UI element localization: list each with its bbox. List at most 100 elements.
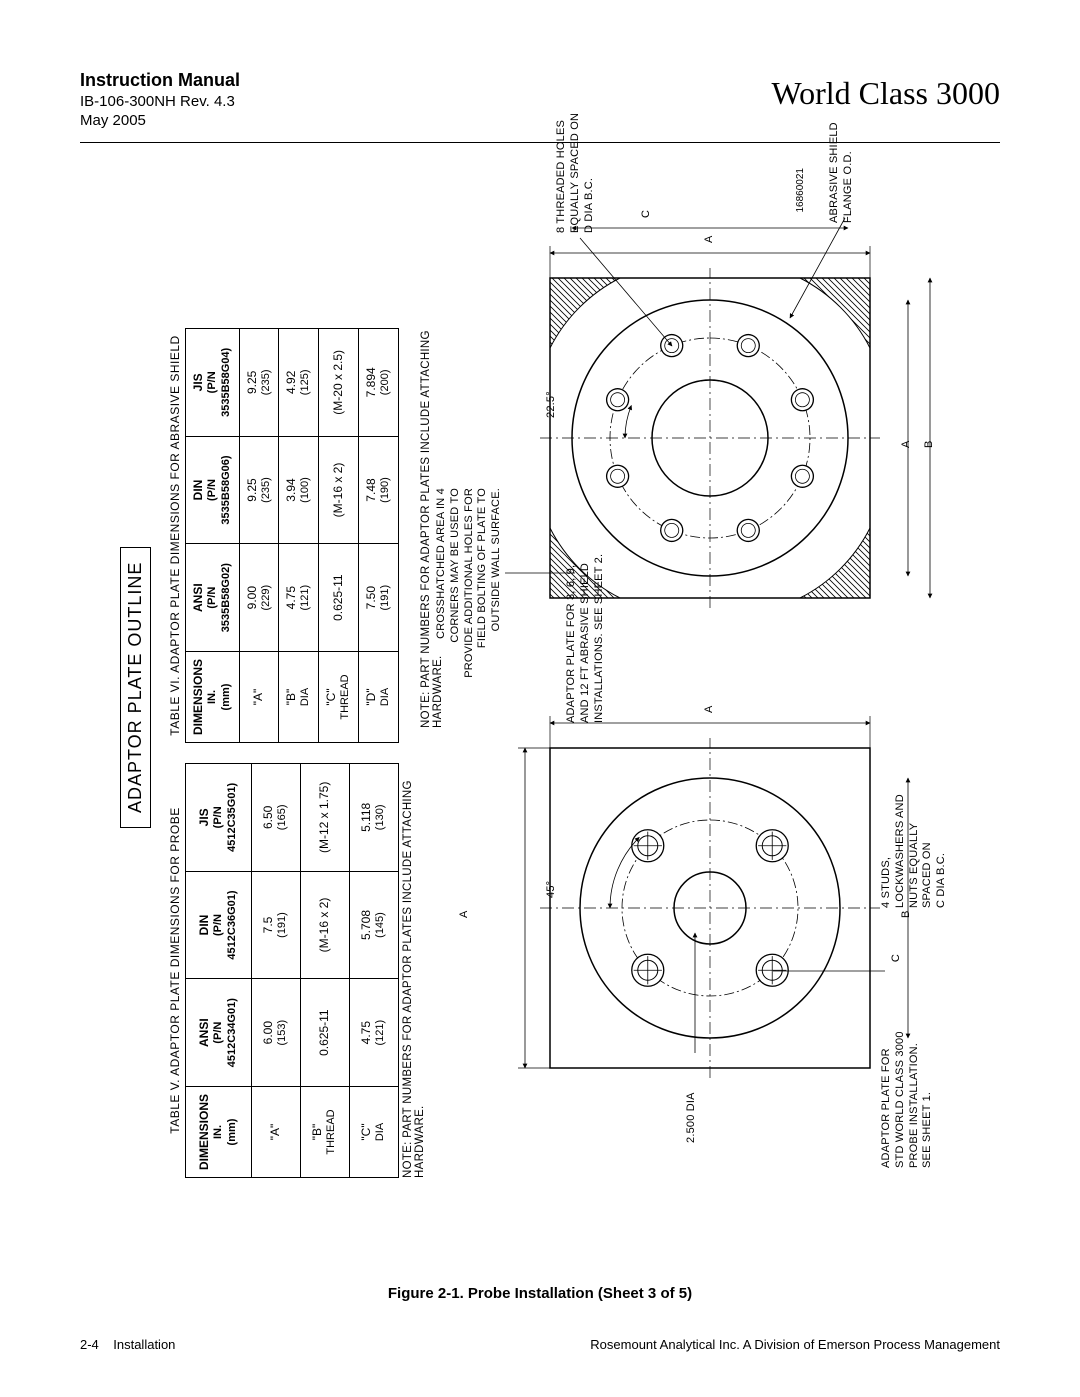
c: 6.00 [261,1021,275,1044]
c: 0.625-11 [331,574,345,620]
th-ansi-pn: (P/N 3535B58G02) [206,551,234,644]
th-jis: JIS (P/N 3535B58G04) [186,329,240,437]
footer-left: 2-4 Installation [80,1337,175,1352]
th-ansi-t: ANSI [191,583,205,612]
doc-id: IB-106-300NH Rev. 4.3 [80,93,240,110]
th-dim: DIMENSIONS IN. (mm) [186,651,240,742]
table-row: "B"THREAD 0.625-11 (M-16 x 2) (M-12 x 1.… [300,764,349,1178]
outline-title: ADAPTOR PLATE OUTLINE [120,547,151,828]
c: (235) [260,336,274,429]
note-left: NOTE: PART NUMBERS FOR ADAPTOR PLATES IN… [402,778,426,1178]
footer-right: Rosemount Analytical Inc. A Division of … [590,1337,1000,1352]
th-din-pn: (P/N 4512C36G01) [212,879,240,972]
page-num: 2-4 [80,1337,99,1352]
c: (125) [299,336,313,429]
table-shield-caption: TABLE VI. ADAPTOR PLATE DIMENSIONS FOR A… [168,328,185,743]
c: "B" [310,1124,324,1141]
dim-b-right: B [923,440,937,448]
th-dim-s1: IN. [212,1094,226,1170]
c: (191) [379,551,393,644]
c: (121) [374,986,388,1079]
c: DIA [374,1094,388,1170]
c: 7.50 [364,586,378,609]
th-dim: DIMENSIONS IN. (mm) [186,1086,252,1177]
c-callout: C [890,933,904,983]
th-dim-t: DIMENSIONS [197,1094,211,1170]
c: 7.894 [364,367,378,397]
left-plate-label: ADAPTOR PLATE FOR STD WORLD CLASS 3000 P… [880,1031,935,1168]
right-diagram [505,218,930,608]
c: 7.5 [261,917,275,934]
c: (235) [260,444,274,537]
c: 3.94 [284,478,298,501]
c: 6.50 [261,806,275,829]
drawing-number: 16860021 [795,168,806,213]
c: DIA [379,659,393,735]
header-rule [80,142,1000,143]
table-row: "C"DIA 4.75(121) 5.708(145) 5.118(130) [349,764,398,1178]
table-probe: TABLE V. ADAPTOR PLATE DIMENSIONS FOR PR… [168,763,399,1178]
c: THREAD [325,1094,339,1170]
section-name: Installation [113,1337,175,1352]
th-din: DIN (P/N 4512C36G01) [186,871,252,979]
c: "C" [324,688,338,705]
c: (M-16 x 2) [331,463,345,518]
c: (100) [299,444,313,537]
c: (200) [379,336,393,429]
th-ansi: ANSI (P/N 4512C34G01) [186,979,252,1087]
dia-2500: 2.500 DIA [685,1092,699,1143]
angle-225: 22.5° [545,391,559,418]
dim-a-side-left: A [703,705,717,713]
c: (M-16 x 2) [317,898,331,953]
left-diagram [518,716,908,1078]
c: "C" [359,1123,373,1140]
c: 7.48 [364,478,378,501]
dim-a-side-right: A [703,235,717,243]
c: (165) [276,771,290,864]
c: (153) [276,986,290,1079]
c: 4.75 [284,586,298,609]
c: "B" [284,689,298,706]
th-ansi-pn: (P/N 4512C34G01) [212,986,240,1079]
dim-a-bottom-right: A [900,440,914,448]
c: (M-12 x 1.75) [317,782,331,853]
c: (121) [299,551,313,644]
th-din-t: DIN [191,480,205,501]
dim-c-right: C [640,210,654,218]
c: (191) [276,879,290,972]
c: 9.25 [245,371,259,394]
table-row: "D"DIA 7.50(191) 7.48(190) 7.894(200) [358,329,398,743]
footer: 2-4 Installation Rosemount Analytical In… [80,1337,1000,1352]
th-dim-s1: IN. [206,659,220,735]
angle-45: 45° [545,881,559,898]
c: (M-20 x 2.5) [331,350,345,415]
diagram-svg [450,178,970,1178]
threaded-label: 8 THREADED HOLES EQUALLY SPACED ON D DIA… [555,113,596,233]
table-row: "A" 9.00(229) 9.25(235) 9.25(235) [239,329,279,743]
figure-caption: Figure 2-1. Probe Installation (Sheet 3 … [0,1285,1080,1302]
figure-rotated-area: ADAPTOR PLATE OUTLINE TABLE V. ADAPTOR P… [120,328,1080,1178]
product-name: World Class 3000 [771,75,1000,112]
right-plate-label: ADAPTOR PLATE FOR 3, 6, 9, AND 12 FT ABR… [565,583,606,723]
table-shield: TABLE VI. ADAPTOR PLATE DIMENSIONS FOR A… [168,328,399,743]
th-dim-t: DIMENSIONS [191,659,205,735]
tables-row: TABLE V. ADAPTOR PLATE DIMENSIONS FOR PR… [168,328,399,1178]
dim-b-left: B [900,910,914,918]
c: 9.00 [245,586,259,609]
table-probe-caption: TABLE V. ADAPTOR PLATE DIMENSIONS FOR PR… [168,763,185,1178]
table-row: "B"DIA 4.75(121) 3.94(100) 4.92(125) [279,329,319,743]
dim-a-top: A [458,910,472,918]
th-jis: JIS (P/N 4512C35G01) [186,764,252,872]
c: (190) [379,444,393,537]
th-jis-t: JIS [191,373,205,391]
th-ansi: ANSI (P/N 3535B58G02) [186,544,240,652]
c: (145) [374,879,388,972]
manual-title: Instruction Manual [80,70,240,91]
table-row: "A" 6.00(153) 7.5(191) 6.50(165) [251,764,300,1178]
c: DIA [299,659,313,735]
c: 4.75 [359,1021,373,1044]
th-dim-s2: (mm) [220,659,234,735]
c: "A" [251,689,265,706]
th-dim-s2: (mm) [226,1094,240,1170]
c: (229) [260,551,274,644]
